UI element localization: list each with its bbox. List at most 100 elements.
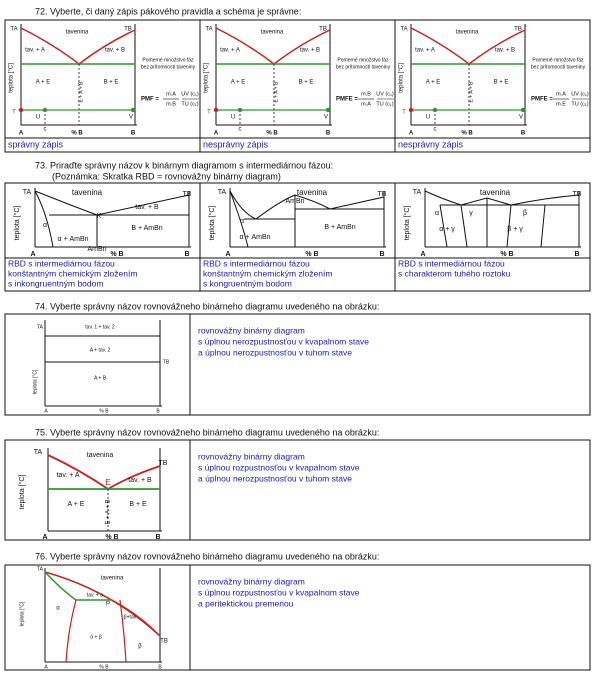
label: TA: [23, 189, 32, 196]
answer: správny zápis: [8, 139, 64, 149]
point: [325, 107, 331, 113]
answer: s úplnou rozpustnosťou v kvapalnom stave: [198, 587, 360, 597]
label: m.B: [166, 101, 176, 107]
question-title: 76. Vyberte správny názov rovnovážneho b…: [35, 551, 379, 561]
label: T: [207, 110, 211, 116]
label: c: [44, 127, 47, 133]
diagram-curve: [540, 204, 546, 248]
label: A: [42, 534, 47, 541]
answer: a úplnou nerozpustnosťou v tuhom stave: [198, 347, 352, 357]
frame: [394, 19, 591, 139]
label: TB: [159, 460, 168, 467]
label: tavenina: [87, 452, 114, 459]
label: K: [97, 213, 102, 220]
question-title: 73. Priraďte správny názov k binárnym di…: [35, 160, 333, 170]
label: B: [131, 131, 136, 137]
label: α: [56, 606, 60, 612]
answer: s inkongruentným bodom: [8, 278, 103, 288]
answer: s charakterom tuhého roztoku: [398, 268, 511, 278]
point: [42, 107, 48, 113]
label: U: [426, 115, 430, 121]
label: B: [379, 251, 384, 258]
label: α: [240, 218, 244, 225]
label: tav. + B: [135, 204, 159, 211]
label: α + AmBn: [57, 236, 88, 243]
label: tavenina: [261, 30, 284, 36]
label: teplota [°C]: [204, 63, 210, 93]
label: TB: [573, 191, 582, 198]
label: A + B: [94, 375, 107, 381]
label: teplota [°C]: [13, 206, 21, 241]
frame: [394, 137, 591, 153]
label: TA: [10, 27, 17, 33]
label: PMFE =: [336, 97, 358, 103]
label: tavenina: [101, 576, 124, 582]
label: bez prítomnosti taveniny: [141, 64, 196, 70]
label: B + E: [129, 501, 147, 508]
label: TB: [163, 359, 170, 365]
label: tavenina: [66, 30, 89, 36]
label: bez prítomnosti taveniny: [531, 64, 586, 70]
label: TU (c₁): [571, 101, 588, 107]
diagram-curve: [44, 571, 77, 601]
label: A + E: [36, 80, 51, 86]
label: A: [44, 664, 48, 670]
diagram-curve: [424, 190, 580, 206]
label: A + tav. 2: [90, 347, 111, 353]
label: % B: [105, 534, 118, 541]
label: tavenina: [72, 188, 103, 197]
label: m.A: [361, 101, 371, 107]
frame: [4, 439, 591, 541]
label: c: [239, 127, 242, 133]
answer: konštantným chemickým zložením: [8, 268, 137, 278]
label: B + E: [299, 80, 314, 86]
label: TA: [205, 27, 212, 33]
point: [432, 107, 438, 113]
label: E: [105, 478, 110, 487]
label: tavenina: [297, 188, 328, 197]
diagram-curve: [229, 190, 249, 248]
label: TB: [378, 191, 387, 198]
label: teplota [°C]: [399, 63, 405, 93]
label: teplota [°C]: [403, 206, 411, 241]
label: Pomerné množstvo fáz: [142, 57, 194, 63]
point: [213, 107, 219, 113]
answer: rovnovážny binárny diagram: [198, 451, 305, 461]
label: β + γ: [507, 226, 523, 233]
label: β: [523, 210, 527, 217]
label: β+tav: [124, 614, 137, 620]
label: AmBn: [87, 246, 106, 253]
answer: rovnovážny binárny diagram: [198, 325, 305, 335]
question-title: 75. Vyberte správny názov rovnovážneho b…: [35, 427, 379, 437]
label: B + E: [494, 80, 509, 86]
frame: [4, 564, 591, 671]
point: [520, 107, 526, 113]
label: % B: [305, 251, 318, 258]
label: c: [434, 127, 437, 133]
label: tav. + A: [415, 48, 435, 54]
answer: s úplnou nerozpustnosťou v kvapalnom sta…: [198, 336, 369, 346]
label: tav. + α: [87, 592, 103, 598]
label: TB: [183, 191, 192, 198]
label: B: [158, 664, 162, 670]
label: TA: [34, 449, 43, 456]
answer: RBD s intermediárnou fázou: [398, 258, 505, 268]
label: B + E: [104, 80, 119, 86]
diagram-curve: [65, 599, 77, 663]
label: E + A + B: [273, 81, 279, 103]
label: m.A: [556, 91, 566, 97]
label: B: [184, 251, 189, 258]
label: β: [138, 644, 142, 650]
diagram-curve: [44, 571, 161, 637]
point: [18, 107, 24, 113]
label: V: [519, 115, 523, 121]
label: AmBn: [285, 198, 304, 205]
label: TU (c₁): [376, 101, 393, 107]
label: E + A + B: [78, 81, 84, 103]
label: % B: [461, 131, 473, 137]
label: V: [129, 115, 133, 121]
label: m.A: [166, 91, 176, 97]
label: E + A + B: [106, 499, 112, 524]
label: TA: [413, 189, 422, 196]
